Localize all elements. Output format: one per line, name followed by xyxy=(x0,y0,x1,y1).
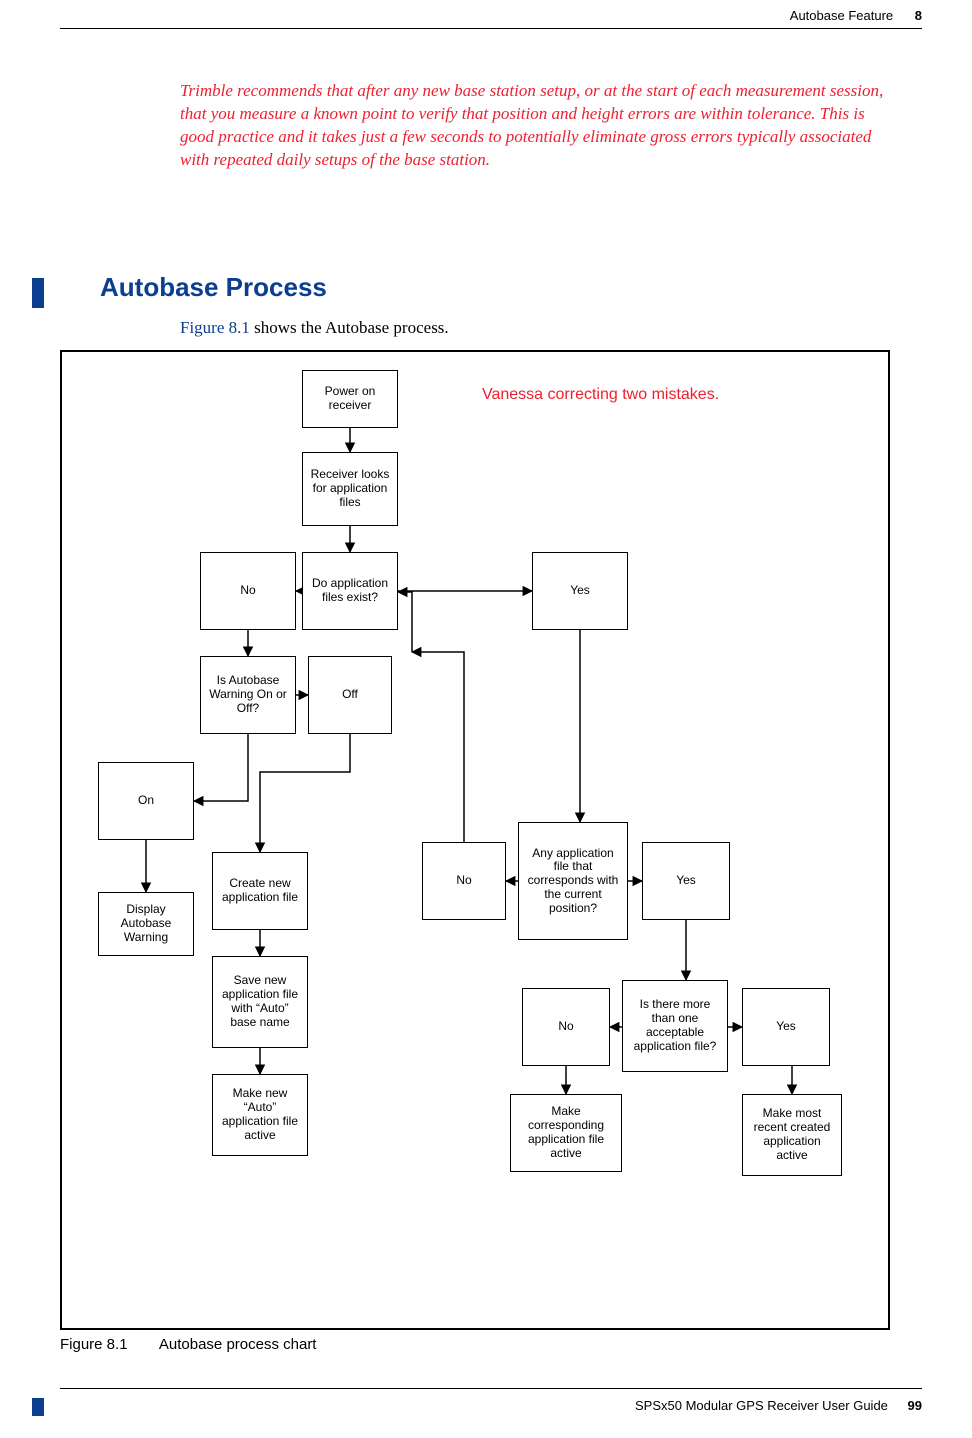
flow-node-power: Power on receiver xyxy=(302,370,398,428)
caption-text: Autobase process chart xyxy=(159,1336,317,1353)
flowchart-frame: Vanessa correcting two mistakes. Power o… xyxy=(60,350,890,1330)
flow-node-off: Off xyxy=(308,656,392,734)
flow-node-iswarn: Is Autobase Warning On or Off? xyxy=(200,656,296,734)
flow-node-morethan: Is there more than one acceptable applic… xyxy=(622,980,728,1072)
flow-node-display: Display Autobase Warning xyxy=(98,892,194,956)
flow-node-yes3: Yes xyxy=(742,988,830,1066)
flow-node-anycorr: Any application file that corresponds wi… xyxy=(518,822,628,940)
footer-page: 99 xyxy=(908,1398,922,1413)
header-chapter: 8 xyxy=(915,8,922,23)
figure-reference: Figure 8.1 xyxy=(180,318,250,337)
header-feature: Autobase Feature xyxy=(790,8,893,23)
footer-rule xyxy=(60,1388,922,1389)
flow-node-yes2: Yes xyxy=(642,842,730,920)
flow-node-makecorr: Make corresponding application file acti… xyxy=(510,1094,622,1172)
section-title: Autobase Process xyxy=(100,272,327,303)
flow-node-create: Create new application file xyxy=(212,852,308,930)
flow-node-no2: No xyxy=(422,842,506,920)
flow-node-makenew: Make new “Auto” application file active xyxy=(212,1074,308,1156)
footer-text: SPSx50 Modular GPS Receiver User Guide 9… xyxy=(635,1398,922,1413)
flow-node-yes1: Yes xyxy=(532,552,628,630)
flow-node-no1: No xyxy=(200,552,296,630)
section-accent-bar xyxy=(32,278,44,308)
figure-caption: Figure 8.1 Autobase process chart xyxy=(60,1336,316,1353)
annotation-text: Vanessa correcting two mistakes. xyxy=(482,386,719,404)
intro-line: Figure 8.1 shows the Autobase process. xyxy=(180,318,449,338)
header-rule xyxy=(60,28,922,29)
flow-node-save: Save new application file with “Auto” ba… xyxy=(212,956,308,1048)
recommendation-text: Trimble recommends that after any new ba… xyxy=(180,80,890,172)
flow-node-exist: Do application files exist? xyxy=(302,552,398,630)
caption-number: Figure 8.1 xyxy=(60,1336,128,1353)
flowchart-edges xyxy=(62,352,888,1328)
footer-accent-bar xyxy=(32,1398,44,1416)
footer-guide: SPSx50 Modular GPS Receiver User Guide xyxy=(635,1398,888,1413)
page-header: Autobase Feature 8 xyxy=(790,8,922,23)
flow-node-no3: No xyxy=(522,988,610,1066)
flow-node-looks: Receiver looks for application files xyxy=(302,452,398,526)
flow-node-makemost: Make most recent created application act… xyxy=(742,1094,842,1176)
intro-rest: shows the Autobase process. xyxy=(250,318,449,337)
flow-node-on: On xyxy=(98,762,194,840)
